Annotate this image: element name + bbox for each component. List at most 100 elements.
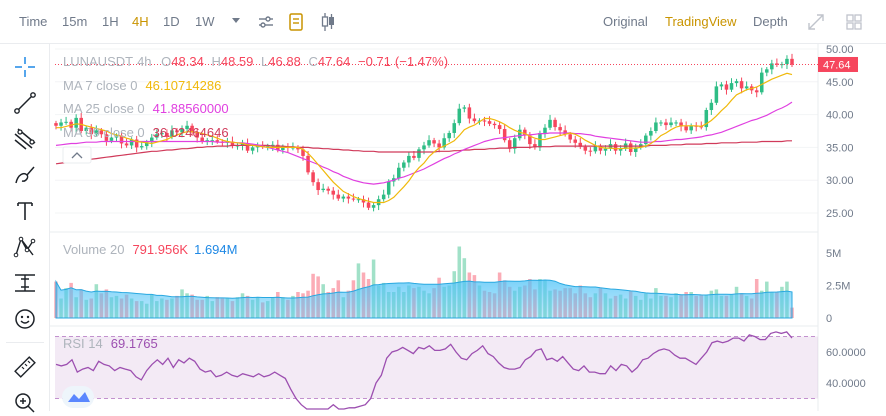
- candle-body: [155, 134, 159, 138]
- candle-body: [487, 121, 492, 124]
- interval-15m[interactable]: 15m: [62, 14, 88, 29]
- candle-body: [371, 205, 376, 208]
- candle-body: [613, 144, 618, 151]
- candle-body: [744, 86, 749, 89]
- drawing-toolbar: [0, 44, 50, 413]
- ohlc-legend: LUNAUSDT 4h O48.34 H48.59 L46.88 C47.64 −…: [63, 54, 448, 69]
- candle-body: [84, 127, 89, 131]
- candle-body: [659, 122, 663, 124]
- trend-line-icon[interactable]: [12, 90, 38, 116]
- candle-body: [124, 143, 129, 146]
- chart-toolbar: Time 15m 1H 4H 1D 1W Original TradingVie…: [0, 0, 886, 44]
- ma99-legend: MA 99 close 0 36.02464646: [63, 125, 229, 140]
- candle-body: [583, 146, 588, 151]
- emoji-icon[interactable]: [12, 306, 38, 332]
- low-value: 46.88: [268, 54, 301, 69]
- time-label[interactable]: Time: [19, 14, 48, 29]
- candle-body: [563, 130, 567, 135]
- candle-body: [306, 155, 310, 173]
- candle-body: [134, 139, 139, 148]
- candle-body: [255, 146, 260, 148]
- close-label: C: [308, 54, 317, 69]
- candle-body: [129, 139, 134, 146]
- candle-body: [734, 81, 739, 84]
- candle-body: [472, 118, 477, 122]
- candle-body: [518, 129, 522, 139]
- ruler-icon[interactable]: [12, 354, 38, 380]
- ma25-line: [55, 101, 793, 185]
- ma7-legend: MA 7 close 0 46.10714286: [63, 78, 221, 93]
- candle-body: [457, 108, 462, 124]
- candle-body: [785, 58, 789, 65]
- tool-divider: [6, 342, 44, 343]
- candle-body: [759, 72, 764, 93]
- candle-body: [210, 140, 215, 142]
- candle-body: [139, 146, 144, 148]
- rsi-axis: 60.0000 40.0000: [826, 347, 866, 390]
- candle-body: [215, 140, 220, 142]
- candle-body: [578, 142, 583, 147]
- fib-tool-icon[interactable]: [12, 126, 38, 152]
- measure-tool-icon[interactable]: [12, 270, 38, 296]
- candle-body: [74, 117, 78, 128]
- candle-body: [402, 162, 406, 168]
- candle-body: [311, 172, 315, 183]
- brush-icon[interactable]: [12, 162, 38, 188]
- interval-1w[interactable]: 1W: [195, 14, 215, 29]
- candle-body: [281, 146, 285, 151]
- view-tradingview[interactable]: TradingView: [665, 14, 737, 29]
- candle-body: [99, 130, 104, 135]
- candle-body: [573, 139, 577, 143]
- candle-body: [533, 144, 537, 148]
- candle-body: [64, 121, 68, 123]
- candle-body: [412, 155, 416, 158]
- candle-body: [770, 63, 774, 70]
- collapse-legend-button[interactable]: [62, 146, 92, 164]
- volume-tick-label: 5M: [826, 248, 841, 260]
- candle-body: [341, 196, 346, 199]
- candle-body: [598, 146, 603, 151]
- volume-label: Volume 20: [63, 242, 124, 257]
- open-value: 48.34: [171, 54, 204, 69]
- ma7-line: [56, 72, 793, 204]
- interval-1d[interactable]: 1D: [163, 14, 180, 29]
- price-grid: [55, 48, 818, 214]
- candle-body: [397, 167, 401, 179]
- rsi-band: [55, 336, 818, 399]
- candle-body: [351, 198, 356, 200]
- price-tick-label: 40.00: [826, 110, 854, 122]
- price-tick-label: 50.00: [826, 44, 854, 56]
- ma25-label: MA 25 close 0: [63, 101, 145, 116]
- candle-body: [195, 132, 199, 138]
- document-icon[interactable]: [289, 13, 303, 31]
- change-value: −0.71: [358, 54, 391, 69]
- price-tick-label: 30.00: [826, 175, 854, 187]
- view-original[interactable]: Original: [603, 14, 648, 29]
- ma7-value: 46.10714286: [145, 78, 221, 93]
- expand-icon[interactable]: [808, 14, 824, 30]
- volume-value-2: 1.694M: [194, 242, 237, 257]
- settings-sliders-icon[interactable]: [258, 14, 274, 30]
- chevron-down-icon[interactable]: [231, 17, 241, 25]
- grid-layout-icon[interactable]: [846, 14, 862, 30]
- crosshair-icon[interactable]: [12, 54, 38, 80]
- candle-body: [437, 143, 441, 148]
- text-tool-icon[interactable]: [12, 198, 38, 224]
- interval-1h[interactable]: 1H: [102, 14, 119, 29]
- chevron-up-icon: [71, 152, 83, 159]
- view-depth[interactable]: Depth: [753, 14, 788, 29]
- candle-body: [548, 119, 552, 128]
- interval-4h[interactable]: 4H: [132, 14, 149, 29]
- candle-body: [739, 81, 744, 89]
- ma25-legend: MA 25 close 0 41.88560000: [63, 101, 229, 116]
- ma99-line: [55, 140, 792, 165]
- candle-body: [603, 148, 608, 151]
- candle-body: [714, 86, 719, 103]
- pattern-tool-icon[interactable]: [12, 234, 38, 260]
- candlestick-icon[interactable]: [321, 12, 335, 32]
- volume-value-1: 791.956K: [132, 242, 188, 257]
- candle-body: [230, 141, 235, 147]
- candle-body: [543, 127, 547, 133]
- candle-body: [790, 58, 794, 65]
